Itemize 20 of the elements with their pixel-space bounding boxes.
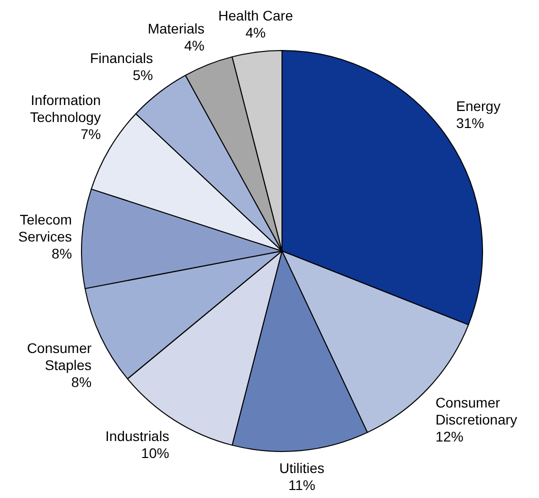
data-label: 4%	[246, 24, 266, 41]
data-label: 10%	[141, 445, 170, 462]
slice-label: Health Care	[218, 8, 294, 24]
slice-label: Energy	[456, 98, 500, 114]
slice-label: Financials	[90, 50, 153, 66]
data-label: 12%	[435, 428, 464, 444]
data-label: 8%	[71, 374, 92, 390]
slice-label: Information Technology	[30, 92, 101, 126]
slice-label: Telecom Services	[18, 212, 72, 245]
slice-label: Consumer Discretionary	[435, 394, 518, 428]
slice-label: Materials	[148, 20, 205, 37]
slice-label: Consumer Staples	[26, 340, 92, 373]
data-label: 4%	[184, 38, 205, 54]
data-label: 5%	[132, 67, 153, 84]
data-label: 11%	[288, 476, 316, 493]
slice-label: Utilities	[279, 460, 324, 476]
data-label: 8%	[52, 246, 72, 262]
slice-label: Industrials	[105, 428, 170, 444]
data-label: 31%	[456, 115, 484, 132]
data-label: 7%	[80, 126, 101, 142]
